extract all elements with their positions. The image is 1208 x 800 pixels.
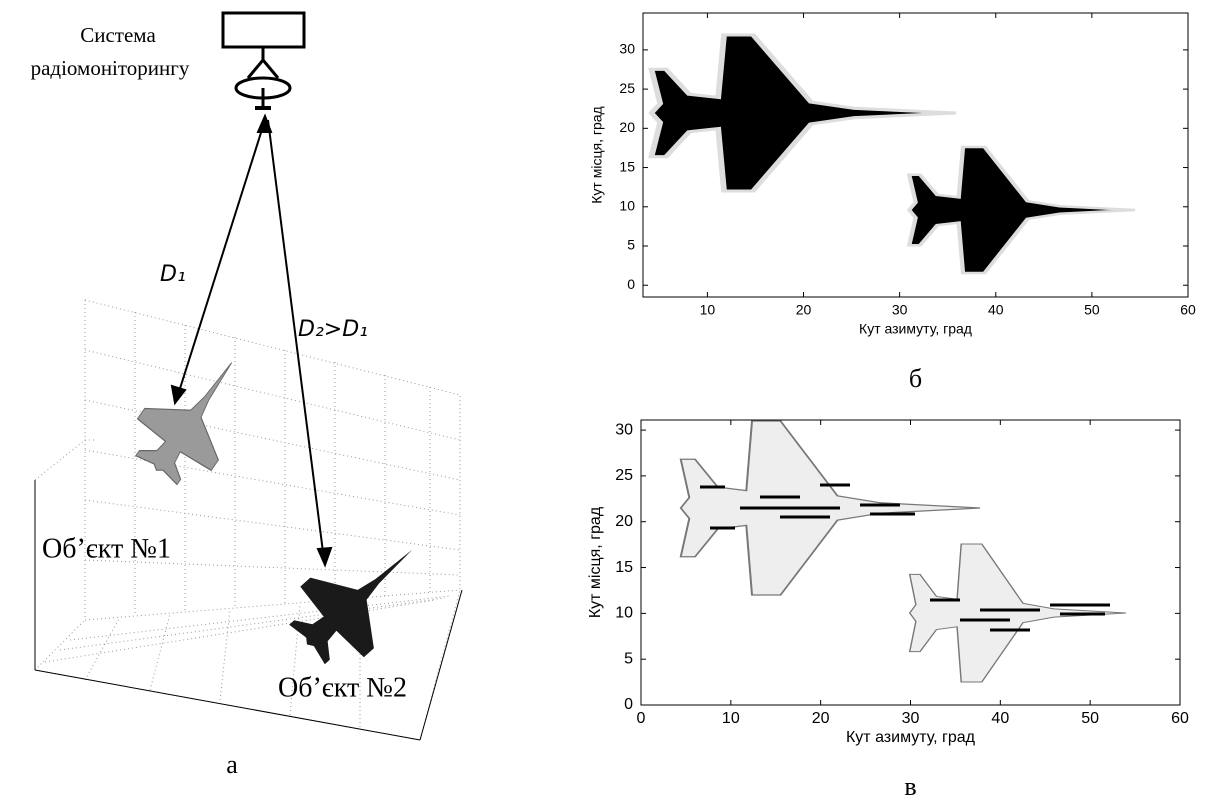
x-tick-label: 60 [1180, 302, 1196, 318]
d1-label: D₁ [160, 262, 186, 287]
image-b [652, 35, 1136, 273]
y-tick-label: 30 [619, 41, 635, 57]
x-tick-label: 50 [1081, 710, 1099, 727]
y-tick-label: 30 [615, 421, 633, 438]
x-tick-label: 30 [902, 710, 920, 727]
panel-a: Система радіомоніторингу D₁ D₂>D₁ Об’єкт… [31, 11, 463, 779]
object1-aircraft [118, 336, 270, 497]
y-tick-label: 5 [624, 650, 633, 667]
caption: а [226, 750, 238, 779]
3d-grid [34, 299, 461, 741]
x-tick-label: 50 [1084, 302, 1100, 318]
station-label: радіомоніторингу [31, 56, 190, 80]
axes-box [640, 419, 1181, 706]
x-axis-label: Кут азимуту, град [846, 729, 976, 746]
x-tick-label: 10 [700, 302, 716, 318]
y-tick-label: 20 [615, 513, 633, 530]
aircraft-image [909, 147, 1135, 273]
antenna [246, 57, 280, 79]
y-axis-label: Кут місця, град [589, 106, 605, 203]
x-tick-label: 20 [796, 302, 812, 318]
x-tick-label: 10 [722, 710, 740, 727]
x-tick-label: 30 [892, 302, 908, 318]
y-axis-label: Кут місця, град [587, 506, 604, 618]
y-tick-label: 25 [619, 80, 635, 96]
x-axis [34, 669, 421, 741]
station-label: Система [80, 23, 156, 47]
x-tick-label: 60 [1171, 710, 1189, 727]
y-tick-label: 15 [619, 158, 635, 174]
x-tick-label: 0 [637, 710, 646, 727]
caption: б [909, 364, 922, 393]
caption: в [904, 772, 916, 800]
y-tick-label: 20 [619, 119, 635, 135]
d2-label: D₂>D₁ [298, 317, 368, 342]
y-tick-label: 0 [624, 696, 633, 713]
object1-label: Об’єкт №1 [42, 533, 171, 564]
x-axis-label: Кут азимуту, град [859, 321, 972, 337]
x-tick-label: 40 [988, 302, 1004, 318]
y-tick-label: 25 [615, 467, 633, 484]
y-tick-label: 0 [627, 276, 635, 292]
image-c [679, 419, 1128, 684]
y-tick-label: 10 [619, 197, 635, 213]
y-tick-label: 15 [615, 559, 633, 576]
monitor-box [221, 11, 306, 49]
y-axis [419, 589, 463, 741]
x-tick-label: 40 [991, 710, 1009, 727]
object2-label: Об’єкт №2 [278, 672, 407, 703]
range-arrows [170, 113, 333, 568]
aircraft-image [652, 35, 957, 191]
x-tick-label: 20 [812, 710, 830, 727]
speckles [700, 483, 1110, 632]
y-tick-label: 10 [615, 605, 633, 622]
y-tick-label: 5 [627, 237, 635, 253]
axes-box [642, 12, 1189, 298]
